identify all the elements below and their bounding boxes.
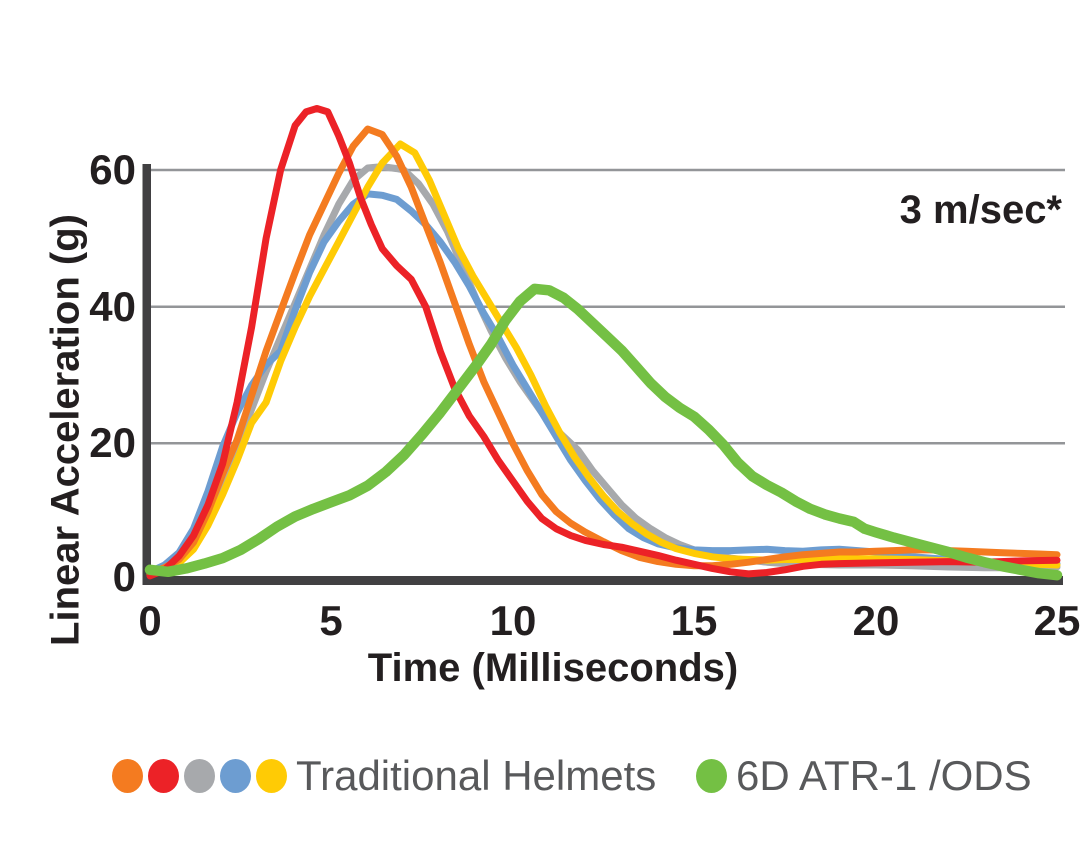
legend-dots-traditional bbox=[112, 759, 292, 793]
x-axis-title: Time (Milliseconds) bbox=[367, 646, 739, 690]
y-axis-line bbox=[142, 164, 151, 585]
curve-6d-atr-1-ods-green bbox=[144, 283, 1063, 581]
y-axis-title: Linear Acceleration (g) bbox=[43, 214, 88, 646]
legend-dot-icon bbox=[112, 759, 143, 793]
y-tick-label-20: 20 bbox=[89, 419, 136, 466]
x-tick-label-20: 20 bbox=[852, 597, 900, 644]
curve-group bbox=[144, 105, 1063, 581]
y-tick-label-60: 60 bbox=[89, 146, 136, 193]
legend-group-traditional-helmets: Traditional Helmets bbox=[112, 754, 656, 798]
curve-traditional-helmet-orange bbox=[146, 125, 1061, 577]
legend-dot-icon bbox=[184, 759, 215, 793]
curve-traditional-helmet-red bbox=[146, 105, 1061, 580]
legend-dot-icon bbox=[256, 759, 287, 793]
x-tick-label-10: 10 bbox=[489, 597, 537, 644]
x-tick-label-25: 25 bbox=[1033, 597, 1080, 644]
y-tick-label-0: 0 bbox=[112, 553, 136, 600]
x-tick-label-0: 0 bbox=[138, 597, 162, 644]
x-axis-line bbox=[142, 576, 1063, 585]
legend-dots-6d bbox=[696, 759, 732, 793]
legend-dot-icon bbox=[220, 759, 251, 793]
legend-group-6d-atr1-ods: 6D ATR-1 /ODS bbox=[696, 754, 1032, 798]
legend-label-6d-atr1-ods: 6D ATR-1 /ODS bbox=[736, 752, 1032, 799]
impact-speed-annotation: 3 m/sec* bbox=[899, 188, 1062, 232]
curve-traditional-helmet-blue bbox=[146, 190, 1061, 576]
x-tick-label-15: 15 bbox=[670, 597, 718, 644]
y-tick-label-40: 40 bbox=[89, 283, 136, 330]
legend-dot-icon bbox=[696, 759, 727, 793]
legend-label-traditional-helmets: Traditional Helmets bbox=[296, 752, 657, 799]
x-tick-label-5: 5 bbox=[319, 597, 343, 644]
legend-dot-icon bbox=[148, 759, 179, 793]
